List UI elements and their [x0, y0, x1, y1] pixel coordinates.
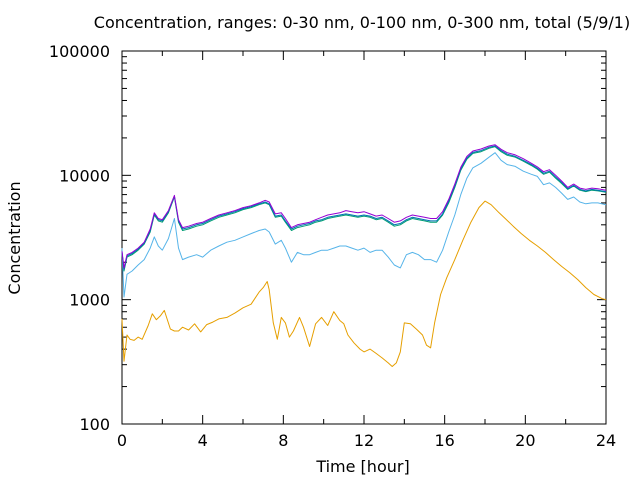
- series-line-3: [121, 146, 607, 272]
- y-axis-label: Concentration: [5, 181, 24, 294]
- y-tick-label: 100: [79, 415, 110, 434]
- x-tick-label: 4: [198, 431, 208, 450]
- plot-frame: [121, 50, 607, 425]
- axis-ticks: [121, 50, 607, 425]
- series-line-5: [121, 144, 607, 269]
- x-tick-label: 24: [596, 431, 616, 450]
- x-tick-label: 16: [434, 431, 454, 450]
- tick-labels: 0 4 8 12 16 20 24 100 1000 10000 100000: [49, 42, 616, 450]
- y-tick-label: 100000: [49, 42, 110, 61]
- x-tick-label: 0: [117, 431, 127, 450]
- series-line-2: [121, 152, 607, 298]
- chart-title: Concentration, ranges: 0-30 nm, 0-100 nm…: [94, 13, 630, 32]
- series-line-4: [121, 145, 607, 270]
- y-tick-label: 1000: [69, 291, 110, 310]
- x-tick-label: 8: [278, 431, 288, 450]
- series-lines: [121, 144, 607, 367]
- x-tick-label: 20: [515, 431, 535, 450]
- x-axis-label: Time [hour]: [315, 457, 409, 476]
- series-line-1: [121, 200, 607, 367]
- y-tick-label: 10000: [59, 166, 110, 185]
- x-tick-label: 12: [354, 431, 374, 450]
